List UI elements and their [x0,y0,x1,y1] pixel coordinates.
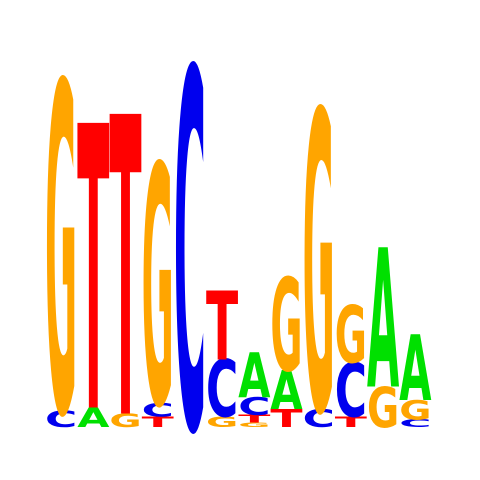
logo-letter-A: A [77,403,109,434]
logo-column-11: GA [367,210,399,441]
logo-letter-T: T [77,45,109,480]
logo-column-10: TCG [335,290,367,434]
logo-letter-C: C [335,350,367,435]
logo-letter-A: A [238,341,270,413]
logo-letter-T: T [238,413,271,425]
logo-column-5: C [174,0,206,480]
logo-letter-C: C [142,399,174,420]
logo-letter-G: G [270,254,302,401]
logo-letter-C: C [174,0,206,480]
logo-column-4: TCG [142,100,174,480]
logo-letter-C: C [45,407,77,433]
logo-letter-T: T [109,31,141,480]
logo-column-12: CGA [399,316,432,429]
logo-letter-G: G [109,411,141,432]
logo-letter-G: G [399,395,431,426]
logo-letter-A: A [270,361,302,422]
logo-letter-T: T [270,404,303,433]
logo-column-6: GCT [206,272,238,435]
logo-letter-G: G [367,376,399,441]
logo-column-2: AT [77,45,109,480]
logo-letter-A: A [399,316,432,421]
logo-letter-G: G [303,27,335,480]
logo-letter-C: C [399,417,431,429]
logo-column-1: CG [45,0,77,480]
logo-letter-C: C [303,405,335,433]
logo-letter-G: G [142,100,174,480]
logo-letter-G: G [206,414,238,431]
logo-letter-T: T [335,414,367,430]
logo-column-9: CG [303,27,335,480]
logo-column-8: TAG [270,254,303,433]
logo-letter-C: C [238,393,270,421]
logo-letter-T: T [206,272,238,382]
logo-column-3: GT [109,31,141,480]
logo-letter-A: A [367,210,399,432]
logo-letter-C: C [206,344,238,435]
logo-letter-G: G [45,0,77,480]
logo-letter-G: G [335,290,367,381]
logo-letter-G: G [238,421,270,428]
logo-letter-T: T [142,414,174,430]
